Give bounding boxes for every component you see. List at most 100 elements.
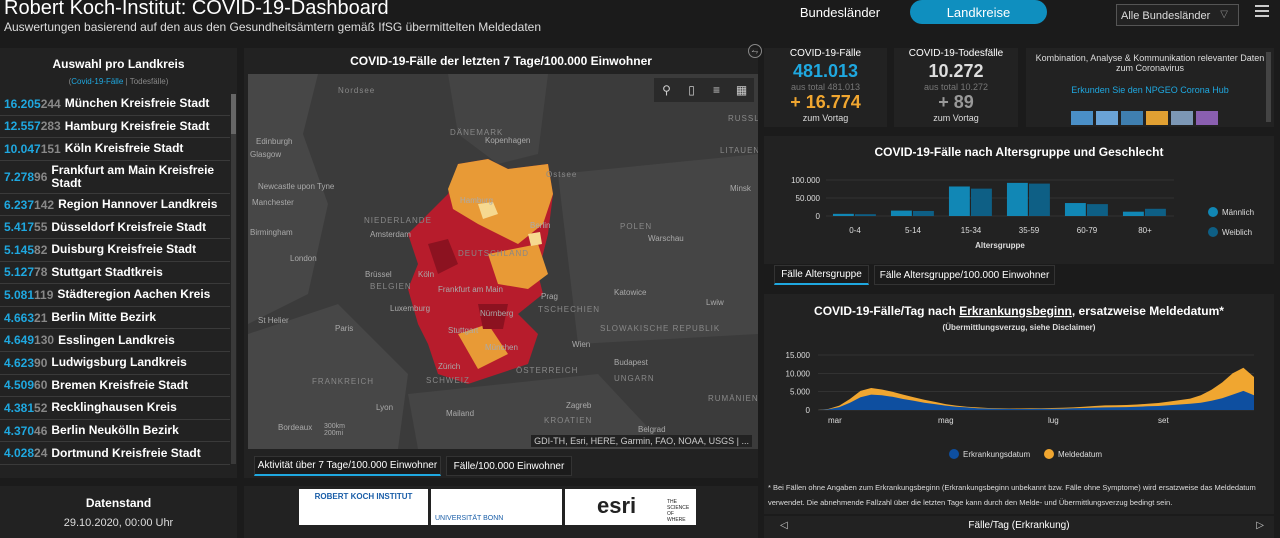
age-chart-xlabel: Altersgruppe [975, 241, 1025, 250]
landkreis-row[interactable]: 5.081 119 Städteregion Aachen Kreis [0, 284, 230, 307]
landkreis-row[interactable]: 16.205 244 München Kreisfreie Stadt [0, 93, 230, 116]
map-label-polen: POLEN [620, 222, 653, 231]
daily-chart-area-erkrankung[interactable] [818, 390, 1254, 410]
age-legend-dot [1208, 207, 1218, 217]
landkreis-row[interactable]: 4.509 60 Bremen Kreisfreie Stadt [0, 375, 230, 398]
npgeo-icon-3[interactable] [1121, 111, 1143, 125]
landkreis-deaths: 52 [34, 400, 48, 415]
legend-list-icon[interactable]: ≡ [712, 83, 720, 97]
npgeo-hub-link[interactable]: Erkunden Sie den NPGEO Corona Hub [1071, 85, 1229, 95]
map-label-russland: RUSSLAND [728, 114, 758, 123]
landkreis-row[interactable]: 5.127 78 Stuttgart Stadtkreis [0, 262, 230, 285]
bookmark-icon[interactable]: ▯ [688, 83, 695, 97]
landkreis-row[interactable]: 4.623 90 Ludwigsburg Landkreis [0, 352, 230, 375]
landkreis-name: Duisburg Kreisfreie Stadt [51, 242, 197, 257]
nav-bundeslaender-button[interactable]: Bundesländer [799, 4, 881, 20]
npgeo-icon-5[interactable] [1171, 111, 1193, 125]
landkreis-row[interactable]: 4.028 24 Dortmund Kreisfreie Stadt [0, 442, 230, 465]
npgeo-icon-1[interactable] [1071, 111, 1093, 125]
nav-landkreise-button[interactable]: Landkreise [910, 0, 1047, 24]
landkreis-row[interactable]: 5.145 82 Duisburg Kreisfreie Stadt [0, 239, 230, 262]
map-land-south [408, 374, 668, 449]
info-scrollbar[interactable] [1266, 52, 1271, 122]
map-land-uk [248, 74, 328, 324]
age-legend-dot [1208, 227, 1218, 237]
landkreis-deaths: 60 [34, 378, 48, 393]
age-chart-bar[interactable] [890, 210, 912, 216]
map-attribution[interactable]: GDI-TH, Esri, HERE, Garmin, FAO, NOAA, U… [531, 435, 752, 447]
map-label-schweiz: SCHWEIZ [426, 376, 470, 385]
landkreis-row[interactable]: 5.417 55 Düsseldorf Kreisfreie Stadt [0, 216, 230, 239]
age-chart-bar[interactable] [855, 214, 876, 216]
age-chart-bar[interactable] [971, 188, 992, 216]
landkreis-row[interactable]: 4.381 52 Recklinghausen Kreis [0, 397, 230, 420]
landkreis-list-panel: Auswahl pro Landkreis (Covid-19-Fälle | … [0, 48, 237, 478]
landkreis-row[interactable]: 4.370 46 Berlin Neukölln Bezirk [0, 420, 230, 443]
npgeo-icons [1071, 111, 1218, 125]
search-icon[interactable]: ⚲ [662, 83, 671, 97]
daily-chart-svg: COVID-19-Fälle/Tag nach Erkrankungsbegin… [786, 304, 1254, 459]
landkreis-deaths: 90 [34, 355, 48, 370]
rki-logo[interactable]: ROBERT KOCH INSTITUT [299, 489, 428, 525]
landkreis-cases: 4.649 [4, 333, 35, 348]
map-view[interactable]: Nordsee DÄNEMARK Kopenhagen Ostsee LITAU… [248, 74, 758, 449]
landkreis-row[interactable]: 7.278 96 Frankfurt am Main Kreisfreie Stad… [0, 161, 230, 194]
age-chart-ytick: 50.000 [796, 194, 821, 203]
daily-legend-label: Erkrankungsdatum [963, 450, 1030, 459]
basemap-grid-icon[interactable]: ▦ [735, 83, 748, 97]
landkreis-cases: 5.081 [4, 287, 35, 302]
landkreis-cases: 4.663 [4, 310, 35, 325]
datenstand-title: Datenstand [85, 496, 152, 510]
landkreis-row[interactable]: 10.047 151 Köln Kreisfreie Stadt [0, 138, 230, 161]
kpi-deaths-total: aus total 10.272 [923, 82, 989, 92]
rki-logo-text: ROBERT KOCH INSTITUT [314, 492, 413, 501]
age-chart-bar[interactable] [832, 213, 854, 216]
landkreis-row[interactable]: 6.237 142 Region Hannover Landkreis [0, 194, 230, 217]
landkreis-deaths: 151 [40, 141, 61, 156]
tab-faelle-altersgruppe-100k[interactable]: Fälle Altersgruppe/100.000 Einwohner [874, 265, 1055, 285]
age-chart-bar[interactable] [1029, 183, 1050, 216]
tab-faelle-altersgruppe[interactable]: Fälle Altersgruppe [774, 265, 869, 285]
landkreis-deaths: 119 [34, 287, 54, 302]
list-scrollbar[interactable] [231, 94, 236, 464]
age-chart-bar[interactable] [1145, 208, 1166, 216]
page-title: Robert Koch-Institut: COVID-19-Dashboard [4, 0, 389, 19]
list-scrollbar-thumb[interactable] [231, 94, 236, 134]
expand-icon[interactable]: ⥊ [748, 44, 762, 58]
esri-logo[interactable]: esri THE SCIENCE OF WHERE [565, 489, 696, 525]
map-label-bordeaux: Bordeaux [278, 423, 313, 432]
hamburger-menu-icon[interactable] [1255, 5, 1269, 20]
daily-chart-ytick: 0 [806, 406, 811, 415]
npgeo-icon-6[interactable] [1196, 111, 1218, 125]
map-germany-dark2 [478, 304, 508, 329]
age-chart-bar[interactable] [948, 186, 970, 216]
age-chart-bar[interactable] [1122, 211, 1144, 216]
age-legend-label: Männlich [1222, 208, 1254, 217]
age-chart-bar[interactable] [913, 210, 934, 216]
kpi-deaths-value: 10.272 [928, 61, 984, 81]
tab-aktivitaet[interactable]: Aktivität über 7 Tage/100.000 Einwohner [254, 456, 441, 476]
age-chart-bar[interactable] [1087, 204, 1108, 216]
header: Robert Koch-Institut: COVID-19-Dashboard… [0, 0, 1280, 40]
age-chart-bar[interactable] [1064, 203, 1086, 216]
bundesland-select-value: Alle Bundesländer [1121, 10, 1211, 22]
landkreis-row[interactable]: 4.663 21 Berlin Mitte Bezirk [0, 307, 230, 330]
map-toolbar: ⚲ ▯ ≡ ▦ [654, 78, 754, 102]
tab-faelle-pro-100k[interactable]: Fälle/100.000 Einwohner [446, 456, 572, 476]
age-chart-bar[interactable] [1006, 182, 1028, 216]
landkreis-row[interactable]: 12.557 283 Hamburg Kreisfreie Stadt [0, 116, 230, 139]
chevron-down-icon: ▽ [1220, 9, 1228, 20]
landkreis-name: München Kreisfreie Stadt [64, 96, 210, 111]
bundesland-select[interactable]: Alle Bundesländer ▽ [1116, 4, 1239, 26]
age-legend-label: Weiblich [1222, 228, 1252, 237]
landkreis-row[interactable]: 4.649 130 Esslingen Landkreis [0, 329, 230, 352]
landkreis-cases: 6.237 [4, 197, 35, 212]
npgeo-icon-2[interactable] [1096, 111, 1118, 125]
chevron-right-icon[interactable]: ▷ [1256, 520, 1264, 531]
npgeo-icon-4[interactable] [1146, 111, 1168, 125]
uni-bonn-logo[interactable]: UNIVERSITÄT BONN [431, 489, 562, 525]
map-label-ungarn: UNGARN [614, 374, 655, 383]
esri-tagline: THE SCIENCE OF WHERE [667, 499, 690, 523]
chevron-left-icon[interactable]: ◁ [780, 520, 788, 531]
kpi-cases: COVID-19-Fälle 481.013 aus total 481.013… [764, 48, 887, 127]
